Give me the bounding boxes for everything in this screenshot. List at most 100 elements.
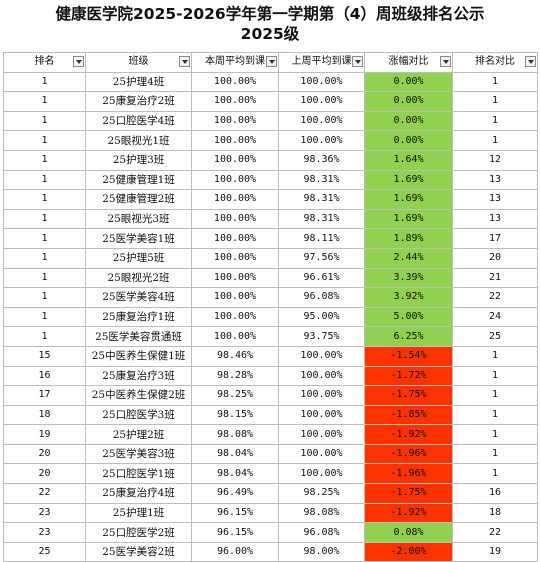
last-week-cell[interactable]: 100.00% bbox=[278, 110, 365, 132]
header-rank-compare[interactable]: 排名对比 bbox=[452, 52, 538, 73]
this-week-cell[interactable]: 96.49% bbox=[191, 483, 279, 504]
this-week-cell[interactable]: 100.00% bbox=[191, 71, 279, 93]
rank-compare-cell[interactable]: 13 bbox=[452, 169, 538, 191]
this-week-cell[interactable]: 98.04% bbox=[191, 463, 279, 485]
last-week-cell[interactable]: 100.00% bbox=[278, 130, 365, 151]
rank-compare-cell[interactable]: 13 bbox=[452, 189, 538, 210]
change-cell[interactable]: -1.75% bbox=[364, 483, 453, 504]
class-cell[interactable]: 25眼视光1班 bbox=[85, 130, 192, 151]
rank-cell[interactable]: 1 bbox=[3, 110, 86, 132]
class-cell[interactable]: 25口腔医学2班 bbox=[85, 522, 192, 543]
rank-cell[interactable]: 1 bbox=[3, 247, 86, 269]
rank-compare-cell[interactable]: 22 bbox=[452, 522, 538, 543]
this-week-cell[interactable]: 100.00% bbox=[191, 326, 279, 347]
last-week-cell[interactable]: 97.56% bbox=[278, 247, 365, 269]
class-cell[interactable]: 25口腔医学1班 bbox=[85, 463, 192, 485]
last-week-cell[interactable]: 100.00% bbox=[278, 345, 365, 367]
class-cell[interactable]: 25护理4班 bbox=[85, 71, 192, 93]
last-week-cell[interactable]: 100.00% bbox=[278, 71, 365, 93]
last-week-cell[interactable]: 96.08% bbox=[278, 287, 365, 308]
rank-cell[interactable]: 1 bbox=[3, 228, 86, 249]
class-cell[interactable]: 25中医养生保健1班 bbox=[85, 345, 192, 367]
rank-cell[interactable]: 23 bbox=[3, 502, 86, 524]
rank-cell[interactable]: 16 bbox=[3, 365, 86, 387]
this-week-cell[interactable]: 98.28% bbox=[191, 365, 279, 387]
change-cell[interactable]: 1.69% bbox=[364, 169, 453, 191]
last-week-cell[interactable]: 98.25% bbox=[278, 483, 365, 504]
header-class[interactable]: 班级 bbox=[85, 52, 192, 73]
rank-cell[interactable]: 1 bbox=[3, 326, 86, 347]
change-cell[interactable]: -2.00% bbox=[364, 541, 453, 562]
last-week-cell[interactable]: 100.00% bbox=[278, 424, 365, 445]
rank-compare-cell[interactable]: 1 bbox=[452, 463, 538, 485]
class-cell[interactable]: 25口腔医学3班 bbox=[85, 404, 192, 426]
last-week-cell[interactable]: 100.00% bbox=[278, 404, 365, 426]
rank-compare-cell[interactable]: 1 bbox=[452, 91, 538, 112]
last-week-cell[interactable]: 100.00% bbox=[278, 365, 365, 387]
rank-compare-cell[interactable]: 22 bbox=[452, 287, 538, 308]
change-cell[interactable]: 5.00% bbox=[364, 306, 453, 328]
change-cell[interactable]: -1.72% bbox=[364, 365, 453, 387]
class-cell[interactable]: 25健康管理1班 bbox=[85, 169, 192, 191]
change-cell[interactable]: 3.92% bbox=[364, 287, 453, 308]
last-week-cell[interactable]: 98.11% bbox=[278, 228, 365, 249]
this-week-cell[interactable]: 98.25% bbox=[191, 385, 279, 406]
change-cell[interactable]: -1.54% bbox=[364, 345, 453, 367]
change-cell[interactable]: -1.75% bbox=[364, 385, 453, 406]
this-week-cell[interactable]: 100.00% bbox=[191, 287, 279, 308]
rank-compare-cell[interactable]: 1 bbox=[452, 71, 538, 93]
header-last-week[interactable]: 上周平均到课 bbox=[278, 52, 365, 73]
class-cell[interactable]: 25护理2班 bbox=[85, 424, 192, 445]
rank-compare-cell[interactable]: 1 bbox=[452, 110, 538, 132]
last-week-cell[interactable]: 100.00% bbox=[278, 463, 365, 485]
rank-compare-cell[interactable]: 25 bbox=[452, 326, 538, 347]
last-week-cell[interactable]: 98.31% bbox=[278, 208, 365, 230]
last-week-cell[interactable]: 96.61% bbox=[278, 267, 365, 289]
last-week-cell[interactable]: 98.31% bbox=[278, 169, 365, 191]
class-cell[interactable]: 25康复治疗1班 bbox=[85, 306, 192, 328]
last-week-cell[interactable]: 100.00% bbox=[278, 91, 365, 112]
header-change[interactable]: 涨幅对比 bbox=[364, 52, 453, 73]
change-cell[interactable]: -1.96% bbox=[364, 443, 453, 465]
rank-compare-cell[interactable]: 17 bbox=[452, 228, 538, 249]
rank-cell[interactable]: 1 bbox=[3, 169, 86, 191]
rank-cell[interactable]: 1 bbox=[3, 208, 86, 230]
rank-compare-cell[interactable]: 20 bbox=[452, 247, 538, 269]
rank-cell[interactable]: 18 bbox=[3, 404, 86, 426]
rank-cell[interactable]: 20 bbox=[3, 463, 86, 485]
class-cell[interactable]: 25护理1班 bbox=[85, 502, 192, 524]
class-cell[interactable]: 25中医养生保健2班 bbox=[85, 385, 192, 406]
this-week-cell[interactable]: 100.00% bbox=[191, 149, 279, 171]
class-cell[interactable]: 25护理3班 bbox=[85, 149, 192, 171]
class-cell[interactable]: 25医学美容4班 bbox=[85, 287, 192, 308]
change-cell[interactable]: 6.25% bbox=[364, 326, 453, 347]
change-cell[interactable]: 2.44% bbox=[364, 247, 453, 269]
filter-dropdown-icon[interactable] bbox=[179, 56, 190, 67]
rank-compare-cell[interactable]: 13 bbox=[452, 208, 538, 230]
rank-cell[interactable]: 1 bbox=[3, 91, 86, 112]
last-week-cell[interactable]: 95.00% bbox=[278, 306, 365, 328]
this-week-cell[interactable]: 100.00% bbox=[191, 228, 279, 249]
last-week-cell[interactable]: 98.31% bbox=[278, 189, 365, 210]
rank-cell[interactable]: 1 bbox=[3, 71, 86, 93]
rank-cell[interactable]: 1 bbox=[3, 189, 86, 210]
rank-cell[interactable]: 20 bbox=[3, 443, 86, 465]
change-cell[interactable]: 1.69% bbox=[364, 208, 453, 230]
rank-cell[interactable]: 19 bbox=[3, 424, 86, 445]
rank-compare-cell[interactable]: 1 bbox=[452, 443, 538, 465]
rank-compare-cell[interactable]: 24 bbox=[452, 306, 538, 328]
filter-dropdown-icon[interactable] bbox=[352, 56, 363, 67]
change-cell[interactable]: 0.00% bbox=[364, 91, 453, 112]
rank-compare-cell[interactable]: 12 bbox=[452, 149, 538, 171]
rank-compare-cell[interactable]: 19 bbox=[452, 541, 538, 562]
this-week-cell[interactable]: 98.46% bbox=[191, 345, 279, 367]
last-week-cell[interactable]: 98.08% bbox=[278, 502, 365, 524]
filter-dropdown-icon[interactable] bbox=[525, 56, 536, 67]
class-cell[interactable]: 25健康管理2班 bbox=[85, 189, 192, 210]
last-week-cell[interactable]: 98.36% bbox=[278, 149, 365, 171]
this-week-cell[interactable]: 100.00% bbox=[191, 208, 279, 230]
rank-compare-cell[interactable]: 1 bbox=[452, 385, 538, 406]
rank-cell[interactable]: 15 bbox=[3, 345, 86, 367]
class-cell[interactable]: 25口腔医学4班 bbox=[85, 110, 192, 132]
last-week-cell[interactable]: 93.75% bbox=[278, 326, 365, 347]
